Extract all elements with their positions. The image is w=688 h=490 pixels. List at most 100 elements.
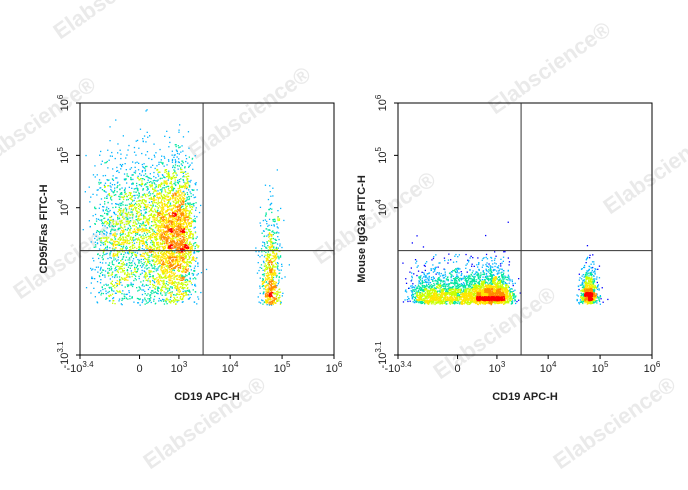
event-dot (162, 280, 164, 282)
event-dot (268, 292, 270, 294)
event-dot (270, 244, 272, 246)
event-dot (95, 266, 98, 268)
event-dot (148, 215, 150, 217)
event-dot (127, 223, 129, 225)
event-dot (128, 207, 131, 210)
event-dot (183, 219, 185, 221)
event-dot (161, 245, 163, 248)
event-dot (271, 262, 273, 264)
event-dot (165, 217, 167, 219)
event-dot (120, 263, 122, 265)
event-dot (184, 276, 186, 278)
event-dot (174, 167, 176, 169)
event-dot (164, 299, 166, 302)
event-dot (108, 224, 110, 227)
event-dot (163, 165, 165, 167)
event-dot (181, 213, 184, 215)
event-dot (264, 270, 266, 272)
event-dot (88, 220, 90, 222)
event-dot (269, 271, 272, 274)
event-dot (275, 276, 278, 278)
event-dot (107, 185, 109, 187)
event-dot (275, 284, 277, 287)
event-dot (181, 195, 183, 197)
event-dot (268, 256, 270, 258)
event-dot (255, 247, 257, 249)
event-dot (139, 200, 142, 202)
event-dot (272, 272, 274, 274)
event-dot (172, 260, 174, 263)
event-dot (150, 301, 152, 304)
event-dot (275, 246, 278, 249)
event-dot (119, 238, 121, 240)
event-dot (173, 217, 175, 219)
event-dot (139, 225, 141, 227)
event-dot (138, 243, 141, 246)
event-dot (121, 277, 123, 279)
event-dot (146, 267, 148, 270)
event-dot (177, 242, 179, 244)
x-tick-label: 0 (136, 363, 142, 375)
event-dot (135, 191, 137, 193)
event-dot (167, 240, 169, 242)
event-dot (169, 247, 171, 249)
event-dot (94, 213, 97, 216)
event-dot (269, 296, 271, 298)
event-dot (174, 247, 177, 249)
event-dot (288, 264, 290, 266)
event-dot (176, 222, 178, 225)
event-dot (183, 203, 185, 205)
event-dot (95, 207, 97, 210)
event-dot (151, 230, 154, 232)
event-dot (101, 256, 103, 259)
event-dot (181, 249, 183, 251)
event-dot (177, 202, 179, 204)
event-dot (142, 283, 144, 285)
event-dot (159, 211, 161, 213)
event-dot (271, 294, 273, 296)
event-dot (183, 278, 185, 280)
event-dot (173, 172, 175, 174)
event-dot (149, 177, 151, 179)
event-dot (269, 302, 272, 304)
event-dot (189, 277, 191, 279)
event-dot (115, 244, 117, 246)
event-dot (180, 220, 182, 222)
event-dot (257, 262, 259, 264)
event-dot (116, 182, 119, 184)
event-dot (133, 231, 135, 234)
event-dot (122, 271, 124, 273)
event-dot (163, 181, 165, 183)
event-dot (128, 186, 130, 188)
event-dot (136, 161, 138, 163)
event-dot (138, 277, 140, 280)
event-dot (175, 223, 178, 225)
event-dot (150, 264, 152, 267)
event-dot (156, 242, 158, 244)
event-dot (173, 169, 175, 171)
event-dot (167, 228, 169, 230)
event-dot (148, 227, 151, 229)
event-dot (103, 242, 105, 244)
event-dot (267, 271, 269, 273)
event-dot (136, 200, 138, 203)
event-dot (158, 228, 160, 231)
event-dot (132, 252, 134, 254)
event-dot (184, 184, 186, 186)
event-dot (153, 247, 155, 250)
event-dot (112, 179, 115, 181)
event-dot (188, 198, 191, 200)
event-dot (173, 252, 175, 255)
event-dot (121, 219, 123, 222)
event-dot (167, 271, 169, 273)
event-dot (176, 226, 178, 228)
event-dot (276, 262, 279, 264)
event-dot (139, 288, 142, 290)
event-dot (270, 267, 272, 269)
event-dot (169, 202, 172, 204)
event-dot (266, 257, 268, 260)
event-dot (181, 251, 183, 253)
event-dot (129, 205, 131, 207)
event-dot (182, 243, 184, 246)
event-dot (180, 215, 183, 217)
